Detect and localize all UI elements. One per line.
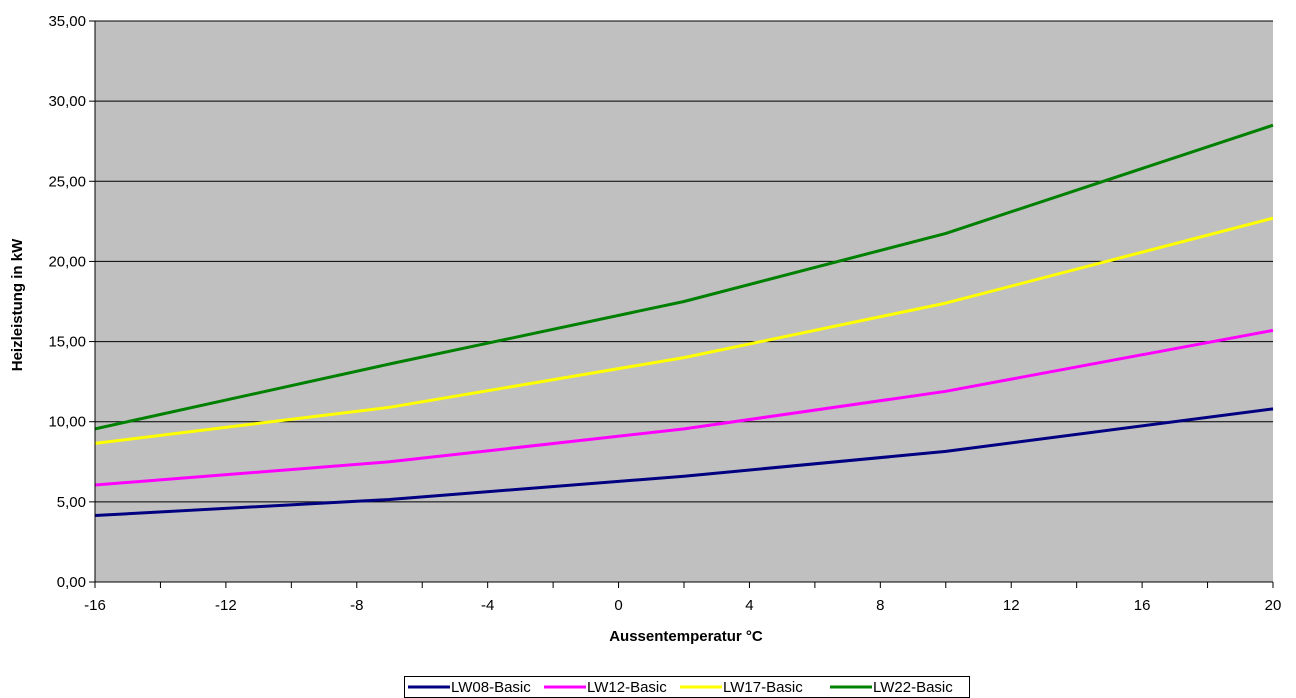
series-line-lw22-basic <box>94 123 1274 431</box>
legend: LW08-Basic LW12-Basic LW17-Basic LW22-Basic <box>404 676 970 698</box>
legend-label: LW22-Basic <box>873 679 953 696</box>
x-tick-label: -16 <box>84 597 106 614</box>
y-tick-label: 25,00 <box>48 173 86 190</box>
series-line-lw12-basic <box>94 328 1274 487</box>
legend-label: LW08-Basic <box>451 679 531 696</box>
y-tick-label: 30,00 <box>48 93 86 110</box>
legend-label: LW12-Basic <box>587 679 667 696</box>
x-tick-label: -12 <box>215 597 237 614</box>
y-tick-label: 20,00 <box>48 253 86 270</box>
gridlines <box>95 20 1273 503</box>
x-tick-label: 4 <box>745 597 753 614</box>
legend-label: LW17-Basic <box>723 679 803 696</box>
series-line-lw17-basic <box>94 216 1274 445</box>
x-axis-title: Aussentemperatur °C <box>609 628 763 645</box>
x-tick-label: -4 <box>481 597 494 614</box>
x-tick-label: 12 <box>1003 597 1020 614</box>
x-tick-label: 20 <box>1265 597 1282 614</box>
series-lines <box>94 123 1274 517</box>
x-tick-label: 16 <box>1134 597 1151 614</box>
y-tick-label: 35,00 <box>48 13 86 30</box>
y-tick-label: 0,00 <box>57 574 86 591</box>
series-line-lw08-basic <box>94 407 1274 517</box>
y-tick-label: 10,00 <box>48 414 86 431</box>
y-tick-label: 5,00 <box>57 494 86 511</box>
y-tick-label: 15,00 <box>48 334 86 351</box>
x-tick-label: 8 <box>876 597 884 614</box>
y-axis-ticks: 0,00 5,00 10,00 15,00 20,00 25,00 30,00 35,00 <box>48 13 95 591</box>
x-axis-ticks: -16 -12 -8 -4 0 4 8 12 16 20 <box>84 582 1281 614</box>
x-tick-label: 0 <box>614 597 622 614</box>
x-tick-label: -8 <box>350 597 363 614</box>
y-axis-title: Heizleistung in kW <box>9 238 26 371</box>
